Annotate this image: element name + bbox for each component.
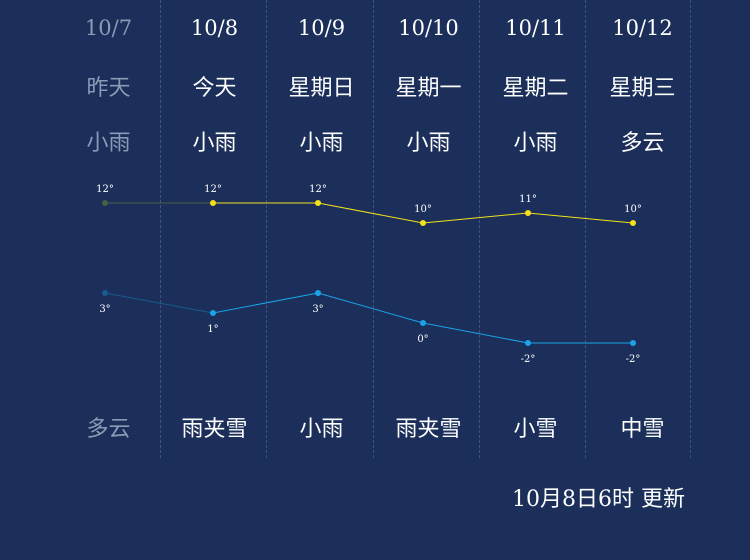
- day-weather-label: 多云: [620, 131, 665, 156]
- high-temp-point: [630, 220, 636, 226]
- forecast-grid: 10/7 昨天 小雨 多云 10/8 今天 小雨 雨夹雪 10/9 星期日 小雨…: [55, 0, 696, 460]
- weekday-label: 星期一: [395, 76, 462, 101]
- low-temp-value-label: 0°: [417, 334, 428, 345]
- day-column-10-11: 10/11 星期二 小雨 小雪: [482, 0, 589, 460]
- day-weather-label: 小雨: [192, 131, 237, 156]
- night-weather-label: 中雪: [620, 417, 665, 442]
- day-weather-label: 小雨: [406, 131, 451, 156]
- night-weather-label: 多云: [86, 417, 131, 442]
- day-weather-label: 小雨: [86, 131, 131, 156]
- temperature-chart: 12° 12° 12° 10° 11° 10° 3° 1° 3° 0° -2° -2°: [96, 184, 642, 365]
- low-temp-value-label: 3°: [312, 304, 323, 315]
- night-weather-label: 雨夹雪: [181, 417, 248, 442]
- date-label: 10/8: [190, 16, 239, 40]
- high-temp-point: [315, 200, 321, 206]
- low-temp-value-label: -2°: [521, 354, 536, 365]
- date-label: 10/12: [612, 16, 673, 40]
- high-temp-value-label: 12°: [309, 184, 327, 195]
- night-weather-label: 小雨: [299, 417, 344, 442]
- weekday-label: 星期日: [288, 76, 355, 101]
- day-column-10-7: 10/7 昨天 小雨 多云: [55, 0, 162, 460]
- low-temp-point: [630, 340, 636, 346]
- update-time-label: 10月8日6时 更新: [512, 487, 685, 512]
- column-divider: [585, 0, 586, 458]
- night-weather-label: 雨夹雪: [395, 417, 462, 442]
- high-temp-line-segment: [422, 212, 529, 224]
- high-temp-line-segment: [527, 212, 634, 224]
- weekday-label: 星期三: [609, 76, 676, 101]
- weekday-label: 昨天: [86, 76, 131, 101]
- column-divider: [373, 0, 374, 458]
- low-temp-line-segment: [317, 292, 424, 324]
- low-temp-line-segment: [104, 292, 214, 314]
- day-weather-label: 小雨: [513, 131, 558, 156]
- high-temp-value-label: 10°: [414, 204, 432, 215]
- date-label: 10/7: [84, 16, 133, 40]
- low-temp-point: [525, 340, 531, 346]
- high-temp-line-segment: [317, 202, 424, 224]
- low-temp-point: [210, 310, 216, 316]
- high-temp-point: [102, 200, 108, 206]
- high-temp-value-label: 11°: [519, 194, 537, 205]
- high-temp-value-label: 10°: [624, 204, 642, 215]
- column-divider: [266, 0, 267, 458]
- day-column-10-10: 10/10 星期一 小雨 雨夹雪: [375, 0, 482, 460]
- day-column-10-8: 10/8 今天 小雨 雨夹雪: [161, 0, 268, 460]
- low-temp-point: [315, 290, 321, 296]
- date-label: 10/9: [297, 16, 346, 40]
- weekday-label: 星期二: [502, 76, 569, 101]
- day-column-10-12: 10/12 星期三 多云 中雪: [589, 0, 696, 460]
- date-label: 10/10: [398, 16, 459, 40]
- day-weather-label: 小雨: [299, 131, 344, 156]
- high-temp-point: [420, 220, 426, 226]
- low-temp-value-label: 3°: [99, 304, 110, 315]
- low-temp-value-label: 1°: [207, 324, 218, 335]
- weekday-label: 今天: [192, 76, 237, 101]
- low-temp-value-label: -2°: [626, 354, 641, 365]
- low-temp-point: [420, 320, 426, 326]
- date-label: 10/11: [505, 16, 566, 40]
- high-temp-value-label: 12°: [204, 184, 222, 195]
- low-temp-line-segment: [212, 292, 319, 314]
- column-divider: [479, 0, 480, 458]
- column-divider: [160, 0, 161, 458]
- high-temp-point: [210, 200, 216, 206]
- day-column-10-9: 10/9 星期日 小雨 小雨: [268, 0, 375, 460]
- low-temp-point: [102, 290, 108, 296]
- low-temp-line-segment: [422, 322, 529, 344]
- high-temp-value-label: 12°: [96, 184, 114, 195]
- column-divider: [690, 0, 691, 458]
- high-temp-point: [525, 210, 531, 216]
- night-weather-label: 小雪: [513, 417, 558, 442]
